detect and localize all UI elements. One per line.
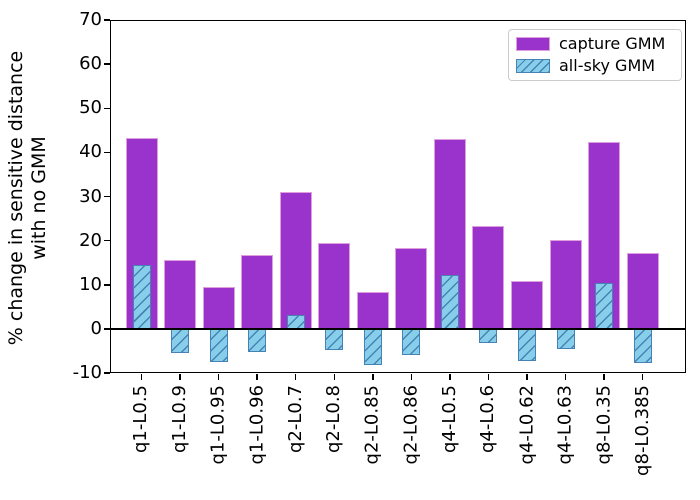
x-tick-mark <box>179 374 181 380</box>
x-tick-label: q2-L0.8 <box>323 385 345 454</box>
y-axis-label-line2: with no GMM <box>28 136 50 260</box>
x-tick-mark <box>140 374 143 380</box>
zero-baseline <box>110 327 686 330</box>
x-tick-mark <box>372 374 374 380</box>
bar-allsky-gmm <box>556 328 575 350</box>
y-tick-mark <box>104 107 110 109</box>
bar-capture-gmm <box>202 286 235 329</box>
x-tick-mark <box>487 374 490 380</box>
legend: capture GMM all-sky GMM <box>508 29 682 81</box>
y-tick-mark <box>104 284 110 286</box>
y-tick-mark <box>104 19 110 21</box>
y-tick-mark <box>104 239 110 242</box>
bar-allsky-gmm <box>518 328 536 361</box>
x-tick-mark <box>256 374 258 380</box>
bar-allsky-gmm <box>248 328 267 353</box>
bar-allsky-gmm <box>132 264 151 329</box>
bar-capture-gmm <box>511 280 543 329</box>
bar-allsky-gmm <box>633 328 652 363</box>
bar-capture-gmm <box>279 191 312 329</box>
bar-capture-gmm <box>626 253 659 329</box>
x-tick-label: q4-L0.63 <box>554 385 576 465</box>
x-tick-label: q2-L0.85 <box>361 385 383 465</box>
capture-gmm-swatch-icon <box>516 37 550 52</box>
legend-label-capture-gmm: capture GMM <box>559 34 666 54</box>
bar-allsky-gmm <box>171 328 190 353</box>
x-tick-mark <box>217 374 220 380</box>
x-tick-label: q8-L0.385 <box>631 385 653 476</box>
x-tick-label: q2-L0.7 <box>284 385 306 454</box>
bar-allsky-gmm <box>479 328 498 343</box>
y-axis-label: % change in sensitive distance with no G… <box>5 21 51 375</box>
bar-capture-gmm <box>164 260 197 329</box>
legend-label-allsky-gmm: all-sky GMM <box>559 55 656 75</box>
x-tick-mark <box>603 374 605 380</box>
legend-item-capture-gmm: capture GMM <box>516 35 674 53</box>
y-tick-mark <box>104 151 110 154</box>
bar-capture-gmm <box>356 291 389 329</box>
y-tick-label: 60 <box>79 53 102 75</box>
x-tick-mark <box>449 374 451 380</box>
legend-item-allsky-gmm: all-sky GMM <box>516 55 674 75</box>
x-tick-mark <box>333 374 335 380</box>
y-tick-mark <box>104 63 110 65</box>
bar-allsky-gmm <box>325 328 344 350</box>
x-tick-mark <box>564 374 567 380</box>
bar-allsky-gmm <box>286 314 305 329</box>
y-tick-label: 30 <box>79 185 102 207</box>
bar-capture-gmm <box>549 239 582 329</box>
y-tick-label: 10 <box>79 273 102 295</box>
x-tick-label: q1-L0.9 <box>169 385 191 454</box>
x-tick-mark <box>294 374 297 380</box>
y-tick-label: 0 <box>90 317 102 339</box>
x-tick-label: q2-L0.86 <box>400 385 422 465</box>
y-tick-mark <box>104 372 110 374</box>
x-tick-label: q4-L0.6 <box>477 385 499 454</box>
x-tick-label: q1-L0.5 <box>130 385 152 454</box>
bar-allsky-gmm <box>209 328 228 363</box>
bar-capture-gmm <box>395 247 428 329</box>
x-tick-label: q8-L0.35 <box>593 385 615 465</box>
bar-capture-gmm <box>472 225 505 329</box>
bar-allsky-gmm <box>440 275 459 329</box>
bar-allsky-gmm <box>363 328 382 366</box>
bar-capture-gmm <box>241 254 274 329</box>
y-tick-label: 40 <box>79 141 102 163</box>
x-tick-mark <box>641 374 644 380</box>
bar-allsky-gmm <box>402 328 421 356</box>
bar-capture-gmm <box>318 242 351 329</box>
y-tick-mark <box>104 328 110 330</box>
x-tick-label: q4-L0.5 <box>438 385 460 454</box>
y-axis-label-line1: % change in sensitive distance <box>5 50 27 346</box>
y-tick-label: -10 <box>72 362 102 383</box>
y-tick-label: 20 <box>79 229 102 251</box>
y-tick-mark <box>104 195 110 198</box>
bar-allsky-gmm <box>595 282 614 329</box>
allsky-gmm-swatch-icon <box>516 58 550 73</box>
y-tick-label: 50 <box>79 97 102 119</box>
x-tick-mark <box>410 374 413 380</box>
x-tick-mark <box>526 374 528 380</box>
y-tick-label: 70 <box>79 9 102 30</box>
x-tick-label: q1-L0.95 <box>207 385 229 465</box>
x-tick-label: q4-L0.62 <box>516 385 537 465</box>
x-tick-label: q1-L0.96 <box>246 385 268 465</box>
